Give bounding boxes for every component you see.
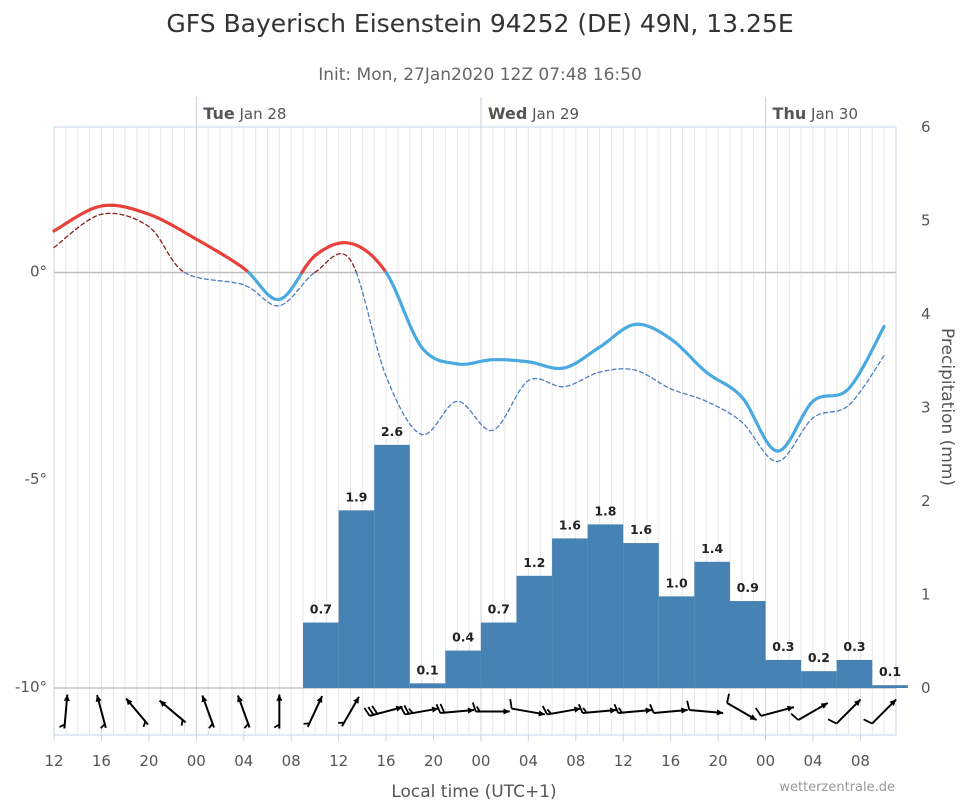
precip-bar-label: 1.4: [701, 541, 723, 556]
precip-bar-label: 0.3: [843, 639, 865, 654]
precip-bar: [517, 576, 553, 688]
dewpoint-line: [185, 272, 315, 305]
x-tick-label: 00: [187, 752, 206, 770]
precip-tick-label: 5: [921, 212, 931, 230]
precip-tick-label: 6: [921, 118, 931, 136]
precip-bar-label: 1.8: [594, 503, 616, 518]
x-tick-label: 20: [139, 752, 158, 770]
wind-barb: [828, 699, 861, 723]
wind-barb: [400, 705, 438, 714]
day-name: Tue: [203, 104, 235, 123]
precip-bar-label: 0.4: [452, 630, 474, 645]
plot-frame: [54, 127, 896, 735]
wind-barb: [756, 706, 794, 716]
precip-tick-label: 4: [921, 305, 931, 323]
day-date: Jan 29: [527, 105, 579, 123]
x-tick-label: 04: [803, 752, 822, 770]
precip-bar-label: 1.6: [559, 517, 581, 532]
wind-barb: [274, 695, 282, 729]
chart-subtitle: Init: Mon, 27Jan2020 12Z 07:48 16:50: [318, 65, 642, 85]
precip-bar: [339, 510, 375, 688]
temp-tick-label: -10°: [15, 678, 47, 696]
wind-barb: [304, 696, 323, 727]
precip-bar: [623, 543, 659, 688]
x-tick-label: 08: [282, 752, 301, 770]
y2-axis-label: Precipitation (mm): [937, 328, 957, 486]
precip-bar: [445, 651, 481, 688]
dewpoint-line: [356, 272, 884, 461]
wind-barb: [864, 699, 897, 723]
x-tick-label: 16: [92, 752, 111, 770]
wind-barb: [650, 704, 688, 713]
x-tick-label: 08: [851, 752, 870, 770]
precip-bar-label: 0.7: [310, 602, 332, 617]
precip-bar-label: 1.0: [666, 575, 688, 590]
precip-tick-label: 0: [921, 679, 931, 697]
precip-tick-label: 3: [921, 399, 931, 417]
day-label: Thu Jan 30: [773, 104, 858, 123]
wind-barb: [437, 704, 475, 714]
precip-bar-label: 0.3: [772, 639, 794, 654]
precip-bar: [694, 562, 730, 688]
precip-bar: [374, 445, 410, 688]
precip-bar-label: 2.6: [381, 424, 403, 439]
x-tick-label: 12: [329, 752, 348, 770]
x-tick-label: 04: [519, 752, 538, 770]
precip-tick-label: 2: [921, 492, 931, 510]
wind-barb: [543, 706, 581, 714]
day-date: Jan 30: [806, 105, 858, 123]
wind-barb: [338, 697, 359, 726]
x-tick-label: 12: [614, 752, 633, 770]
precip-bar-label: 0.7: [488, 602, 510, 617]
x-tick-label: 16: [377, 752, 396, 770]
wind-barb: [96, 695, 106, 728]
precip-bar-label: 0.1: [416, 662, 438, 677]
precip-bar: [552, 538, 588, 688]
precip-bar: [730, 601, 766, 688]
precip-bar: [837, 660, 873, 688]
precip-bar: [410, 683, 446, 688]
precip-bar: [303, 623, 339, 688]
x-tick-label: 04: [234, 752, 253, 770]
day-label: Wed Jan 29: [488, 104, 579, 123]
precip-bar: [588, 524, 624, 688]
x-tick-label: 20: [709, 752, 728, 770]
precip-bar: [801, 671, 837, 688]
x-tick-label: 00: [756, 752, 775, 770]
day-name: Wed: [488, 104, 527, 123]
x-axis-label: Local time (UTC+1): [391, 782, 556, 800]
x-tick-label: 00: [471, 752, 490, 770]
precip-bar-label: 0.9: [737, 580, 759, 595]
day-label: Tue Jan 28: [203, 104, 286, 123]
precip-bar: [659, 596, 695, 688]
precip-bar-label: 1.9: [345, 489, 367, 504]
x-tick-label: 12: [44, 752, 63, 770]
temp-tick-label: -5°: [25, 470, 47, 488]
day-name: Thu: [773, 104, 807, 123]
precip-bar: [481, 623, 517, 688]
wind-barb: [59, 695, 69, 729]
wind-barbs: [59, 694, 896, 729]
temp-tick-label: 0°: [30, 262, 47, 280]
precip-bar: [872, 685, 908, 688]
x-tick-label: 20: [424, 752, 443, 770]
precip-bar-label: 0.1: [879, 664, 901, 679]
precip-bar-label: 0.2: [808, 650, 830, 665]
x-tick-label: 08: [566, 752, 585, 770]
chart-title: GFS Bayerisch Eisenstein 94252 (DE) 49N,…: [166, 9, 793, 38]
credit-text: wetterzentrale.de: [779, 780, 895, 795]
precip-bar: [766, 660, 802, 688]
precip-bar-label: 1.2: [523, 555, 545, 570]
wind-barb: [364, 706, 402, 716]
precip-tick-label: 1: [921, 586, 931, 604]
x-tick-label: 16: [661, 752, 680, 770]
day-date: Jan 28: [235, 105, 287, 123]
wind-barb: [579, 704, 617, 713]
wind-barb: [614, 704, 652, 713]
precip-bar-label: 1.6: [630, 522, 652, 537]
wind-barb: [791, 703, 828, 720]
temperature-line: [54, 205, 249, 272]
